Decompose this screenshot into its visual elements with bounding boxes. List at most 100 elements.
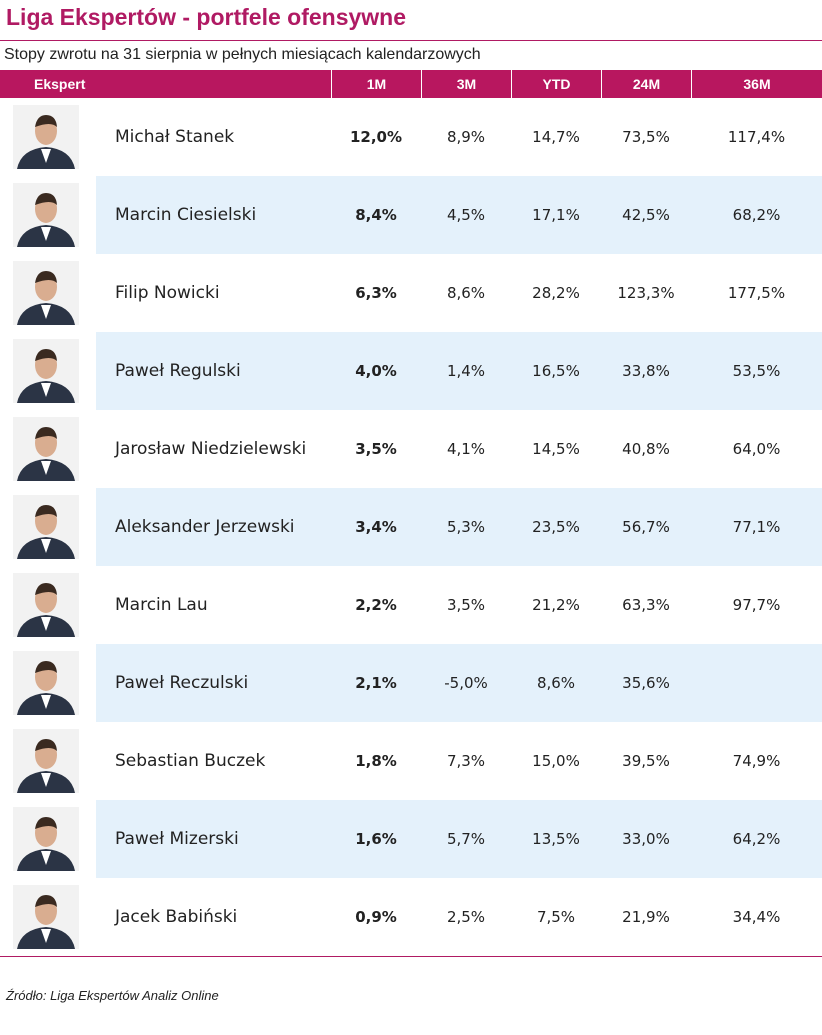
table-row: Paweł Reczulski 2,1% -5,0% 8,6% 35,6%	[0, 644, 822, 722]
row-band	[96, 644, 822, 722]
title: Liga Ekspertów - portfele ofensywne	[6, 4, 407, 30]
value-cell: 15,0%	[532, 752, 580, 770]
value-cell: 34,4%	[732, 908, 781, 926]
value-cell: 35,6%	[622, 674, 670, 692]
expert-name: Jarosław Niedzielewski	[115, 439, 307, 459]
table-row: Paweł Mizerski 1,6% 5,7% 13,5% 33,0% 64,2%	[0, 800, 822, 878]
expert-name: Jacek Babiński	[115, 907, 238, 927]
expert-name: Aleksander Jerzewski	[115, 517, 295, 537]
value-cell: 4,0%	[355, 362, 397, 380]
photo	[13, 339, 79, 403]
subtitle: Stopy zwrotu na 31 sierpnia w pełnych mi…	[4, 46, 481, 63]
expert-name: Paweł Reczulski	[115, 673, 249, 693]
value-cell: 53,5%	[732, 362, 781, 380]
table-row: Sebastian Buczek 1,8% 7,3% 15,0% 39,5% 74,9%	[0, 722, 822, 800]
value-cell: 16,5%	[532, 362, 580, 380]
value-cell: 4,5%	[446, 206, 486, 224]
column-header: 3M	[422, 70, 511, 98]
value-cell: 64,2%	[732, 830, 781, 848]
photo	[13, 651, 79, 715]
photo	[13, 261, 79, 325]
table-row: Filip Nowicki 6,3% 8,6% 28,2% 123,3% 177,5%	[0, 254, 822, 332]
value-cell: 6,3%	[355, 284, 397, 302]
table-row: Jacek Babiński 0,9% 2,5% 7,5% 21,9% 34,4%	[0, 878, 822, 956]
value-cell: 1,4%	[446, 362, 486, 380]
column-header: Ekspert	[0, 70, 331, 98]
value-cell: 33,0%	[622, 830, 670, 848]
value-cell: -5,0%	[444, 674, 488, 692]
table-row: Paweł Regulski 4,0% 1,4% 16,5% 33,8% 53,5%	[0, 332, 822, 410]
value-cell: 177,5%	[727, 284, 786, 302]
expert-name: Paweł Mizerski	[115, 829, 239, 849]
value-cell: 8,4%	[355, 206, 397, 224]
value-cell: 23,5%	[532, 518, 580, 536]
value-cell: 5,3%	[446, 518, 486, 536]
photo	[13, 729, 79, 793]
source: Źródło: Liga Ekspertów Analiz Online	[6, 988, 219, 1003]
photo	[13, 573, 79, 637]
value-cell: 8,9%	[446, 128, 486, 146]
value-cell: 13,5%	[532, 830, 580, 848]
table-row: Aleksander Jerzewski 3,4% 5,3% 23,5% 56,7% 77…	[0, 488, 822, 566]
table-row: Marcin Ciesielski 8,4% 4,5% 17,1% 42,5% 68,2%	[0, 176, 822, 254]
photo	[13, 807, 79, 871]
photo	[13, 105, 79, 169]
photo	[13, 885, 79, 949]
row-band	[96, 800, 822, 878]
value-cell: 68,2%	[732, 206, 781, 224]
photo	[13, 495, 79, 559]
value-cell: 56,7%	[622, 518, 670, 536]
rule	[0, 40, 822, 41]
expert-name: Filip Nowicki	[115, 283, 220, 303]
column-header: 24M	[602, 70, 691, 98]
value-cell: 21,9%	[622, 908, 670, 926]
value-cell: 2,5%	[446, 908, 486, 926]
value-cell: 1,8%	[355, 752, 397, 770]
value-cell: 5,7%	[446, 830, 486, 848]
value-cell: 2,1%	[355, 674, 397, 692]
table-row: Jarosław Niedzielewski 3,5% 4,1% 14,5% 40,8%…	[0, 410, 822, 488]
value-cell: 117,4%	[727, 128, 786, 146]
table-row: Michał Stanek 12,0% 8,9% 14,7% 73,5% 117,4%	[0, 98, 822, 176]
value-cell: 8,6%	[446, 284, 486, 302]
value-cell: 3,4%	[355, 518, 397, 536]
value-cell: 17,1%	[532, 206, 580, 224]
value-cell: 40,8%	[622, 440, 670, 458]
expert-name: Paweł Regulski	[115, 361, 241, 381]
value-cell: 2,2%	[355, 596, 397, 614]
value-cell: 73,5%	[622, 128, 670, 146]
value-cell: 39,5%	[622, 752, 670, 770]
expert-name: Marcin Ciesielski	[115, 205, 257, 225]
row-band	[96, 176, 822, 254]
expert-name: Michał Stanek	[115, 127, 235, 147]
row-band	[96, 488, 822, 566]
rule	[0, 956, 822, 957]
value-cell: 33,8%	[622, 362, 670, 380]
value-cell: 74,9%	[732, 752, 781, 770]
value-cell: 21,2%	[532, 596, 580, 614]
value-cell: 28,2%	[532, 284, 580, 302]
value-cell: 42,5%	[622, 206, 670, 224]
value-cell: 4,1%	[446, 440, 486, 458]
column-header: 36M	[692, 70, 822, 98]
value-cell: 123,3%	[617, 284, 675, 302]
value-cell: 77,1%	[732, 518, 781, 536]
value-cell: 14,5%	[532, 440, 580, 458]
value-cell: 1,6%	[355, 830, 397, 848]
value-cell: 7,3%	[446, 752, 486, 770]
column-header: 1M	[332, 70, 421, 98]
value-cell: 0,9%	[355, 908, 397, 926]
expert-name: Marcin Lau	[115, 595, 208, 615]
photo	[13, 183, 79, 247]
value-cell: 12,0%	[349, 128, 403, 146]
expert-name: Sebastian Buczek	[115, 751, 266, 771]
row-band	[96, 332, 822, 410]
value-cell: 8,6%	[536, 674, 576, 692]
value-cell: 97,7%	[732, 596, 781, 614]
photo	[13, 417, 79, 481]
value-cell: 3,5%	[355, 440, 397, 458]
column-header: YTD	[512, 70, 601, 98]
value-cell: 64,0%	[732, 440, 781, 458]
value-cell: 3,5%	[446, 596, 486, 614]
